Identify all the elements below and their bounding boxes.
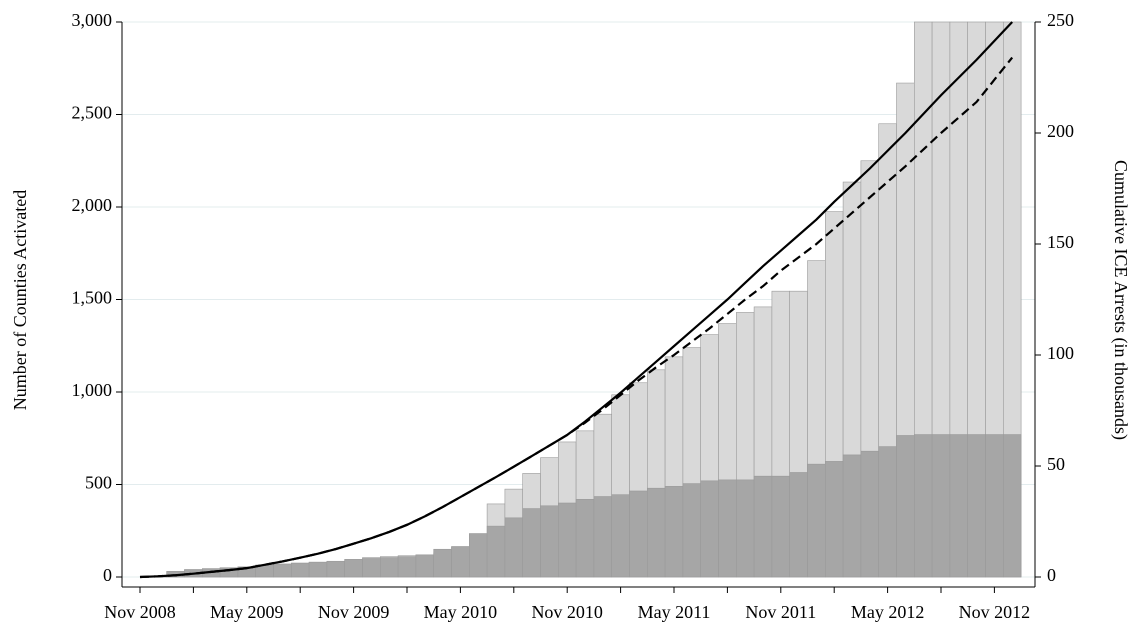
y-tick-label: 1,000 <box>72 380 113 400</box>
x-tick-label: Nov 2008 <box>104 602 176 622</box>
y2-tick-label: 0 <box>1047 565 1056 585</box>
bar <box>985 434 1004 578</box>
bar <box>415 554 434 578</box>
bar <box>1002 434 1022 578</box>
x-tick-label: May 2011 <box>638 602 711 622</box>
bar <box>896 435 915 578</box>
y2-tick-label: 150 <box>1047 232 1074 252</box>
bar <box>540 505 559 578</box>
y2-tick-label: 250 <box>1047 10 1074 30</box>
bar <box>664 486 684 578</box>
bar <box>522 508 541 578</box>
bar <box>718 479 737 578</box>
bar <box>468 533 488 578</box>
y-tick-label: 0 <box>103 565 112 585</box>
bar <box>593 496 613 578</box>
y-tick-label: 3,000 <box>72 10 113 30</box>
bar <box>824 461 844 578</box>
x-tick-label: Nov 2009 <box>318 602 390 622</box>
bar <box>860 450 880 578</box>
bar <box>753 475 773 578</box>
bar <box>629 490 648 578</box>
bar <box>913 434 933 578</box>
x-tick-label: Nov 2010 <box>531 602 603 622</box>
x-tick-label: May 2009 <box>210 602 284 622</box>
bar <box>878 446 897 578</box>
y2-tick-label: 200 <box>1047 121 1074 141</box>
x-tick-label: May 2010 <box>424 602 498 622</box>
bar <box>575 498 595 578</box>
y-axis-label: Number of Counties Activated <box>10 190 30 410</box>
bar <box>451 546 470 578</box>
bar <box>397 556 417 578</box>
bar <box>486 525 506 578</box>
bar <box>308 561 328 578</box>
bar <box>433 548 452 578</box>
y2-tick-label: 50 <box>1047 454 1065 474</box>
x-tick-label: Nov 2012 <box>959 602 1031 622</box>
bar <box>504 517 523 578</box>
bar <box>735 479 755 578</box>
bar <box>273 563 292 578</box>
bar <box>379 557 399 578</box>
bar <box>362 558 381 578</box>
y2-tick-label: 100 <box>1047 343 1074 363</box>
bar <box>771 475 791 578</box>
x-tick-label: May 2012 <box>851 602 925 622</box>
bar <box>967 434 986 578</box>
y-tick-label: 500 <box>85 473 112 493</box>
bar <box>611 494 630 578</box>
bar <box>931 434 951 578</box>
y-tick-label: 1,500 <box>72 288 113 308</box>
bar <box>789 472 808 578</box>
bar <box>344 559 363 578</box>
bar <box>290 562 310 578</box>
line <box>139 56 1014 579</box>
bar <box>682 483 702 578</box>
y-tick-label: 2,000 <box>72 195 113 215</box>
y-tick-label: 2,500 <box>72 103 113 123</box>
x-tick-label: Nov 2011 <box>745 602 816 622</box>
bar <box>557 502 577 578</box>
bar <box>646 487 666 578</box>
bar <box>949 434 969 578</box>
bar <box>700 480 719 578</box>
bar <box>326 560 345 578</box>
bar <box>842 454 862 578</box>
bar <box>807 463 826 578</box>
y2-axis-label: Cumulative ICE Arrests (in thousands) <box>1110 160 1131 440</box>
